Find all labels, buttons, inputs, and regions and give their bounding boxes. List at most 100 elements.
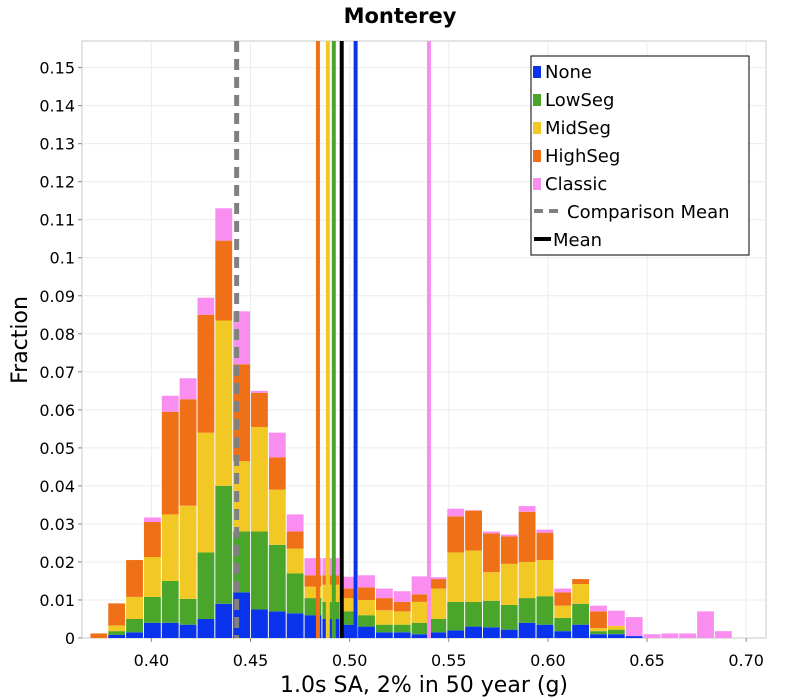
bar-highseg bbox=[482, 533, 500, 573]
bar-midseg bbox=[161, 514, 179, 581]
bar-lowseg bbox=[554, 617, 572, 632]
y-tick-label: 0.04 bbox=[39, 477, 75, 496]
bar-classic bbox=[590, 605, 607, 612]
bar-midseg bbox=[286, 548, 304, 574]
y-tick-label: 0.06 bbox=[39, 401, 75, 420]
legend-swatch bbox=[533, 178, 541, 190]
bar-classic bbox=[554, 588, 572, 593]
bar-classic bbox=[625, 617, 643, 637]
bar-classic bbox=[143, 517, 161, 523]
bar-none bbox=[179, 624, 197, 638]
y-tick-label: 0.05 bbox=[39, 439, 75, 458]
bar-none bbox=[429, 632, 447, 638]
bar-none bbox=[143, 622, 161, 638]
bar-classic bbox=[251, 390, 268, 393]
bar-lowseg bbox=[572, 603, 590, 625]
x-tick-label: 0.65 bbox=[629, 651, 665, 670]
bar-lowseg bbox=[286, 573, 304, 614]
bar-classic bbox=[286, 514, 304, 532]
y-tick-label: 0.09 bbox=[39, 287, 75, 306]
bar-lowseg bbox=[322, 601, 340, 619]
bar-none bbox=[393, 632, 411, 638]
y-tick-label: 0.08 bbox=[39, 325, 75, 344]
bar-classic bbox=[482, 531, 500, 534]
x-tick-label: 0.60 bbox=[530, 651, 566, 670]
bar-classic bbox=[340, 576, 358, 589]
bar-classic bbox=[197, 297, 215, 315]
bar-classic bbox=[607, 610, 625, 626]
bar-none bbox=[536, 624, 554, 638]
bar-midseg bbox=[268, 489, 286, 545]
legend-swatch bbox=[533, 66, 541, 78]
bar-highseg bbox=[215, 240, 233, 321]
bar-classic bbox=[161, 395, 179, 412]
bar-classic bbox=[536, 529, 554, 533]
bar-midseg bbox=[179, 505, 197, 599]
bar-none bbox=[518, 622, 536, 638]
x-tick-label: 0.55 bbox=[431, 651, 467, 670]
legend-label: Classic bbox=[545, 174, 607, 195]
legend-label: LowSeg bbox=[545, 90, 614, 111]
bar-highseg bbox=[411, 594, 429, 602]
bar-midseg bbox=[304, 586, 322, 599]
bar-classic bbox=[268, 432, 286, 458]
bar-midseg bbox=[518, 561, 536, 599]
bar-classic bbox=[697, 611, 714, 638]
bar-lowseg bbox=[215, 485, 233, 604]
bar-classic bbox=[518, 506, 536, 512]
bar-midseg bbox=[447, 552, 465, 602]
legend-swatch bbox=[533, 94, 541, 106]
bar-none bbox=[465, 626, 482, 638]
bar-midseg bbox=[590, 628, 607, 632]
bar-classic bbox=[322, 558, 340, 576]
bar-none bbox=[625, 636, 643, 638]
bar-classic bbox=[447, 508, 465, 517]
bar-midseg bbox=[197, 432, 215, 553]
bar-highseg bbox=[251, 392, 268, 427]
y-tick-label: 0.1 bbox=[50, 249, 75, 268]
x-axis-ticks: 0.40 0.45 0.50 0.55 0.60 0.65 0.70 bbox=[134, 638, 764, 670]
bar-none bbox=[572, 624, 590, 638]
bar-lowseg bbox=[518, 598, 536, 623]
y-tick-label: 0.15 bbox=[39, 59, 75, 78]
bar-lowseg bbox=[161, 580, 179, 623]
bar-none bbox=[108, 634, 126, 638]
bar-none bbox=[215, 603, 233, 638]
bar-lowseg bbox=[411, 622, 429, 635]
mean-lines bbox=[234, 41, 431, 638]
bar-midseg bbox=[482, 572, 500, 601]
bar-highseg bbox=[161, 411, 179, 515]
bar-classic bbox=[411, 576, 429, 595]
bar-classic bbox=[393, 591, 411, 602]
bar-none bbox=[322, 618, 340, 638]
bar-highseg bbox=[554, 592, 572, 606]
chart-title: Monterey bbox=[344, 4, 457, 28]
bar-highseg bbox=[393, 601, 411, 612]
bar-highseg bbox=[518, 511, 536, 562]
bar-midseg bbox=[411, 601, 429, 623]
legend-label: Comparison Mean bbox=[567, 202, 730, 223]
bar-classic bbox=[500, 534, 518, 537]
bar-classic bbox=[714, 631, 732, 638]
bar-classic bbox=[429, 577, 447, 580]
bar-midseg bbox=[251, 426, 268, 532]
bar-none bbox=[590, 634, 607, 638]
bar-midseg bbox=[143, 557, 161, 597]
bar-highseg bbox=[429, 579, 447, 589]
bar-none bbox=[447, 630, 465, 638]
bar-none bbox=[340, 624, 358, 638]
bar-lowseg bbox=[429, 618, 447, 633]
bar-midseg bbox=[108, 625, 126, 632]
bar-lowseg bbox=[143, 596, 161, 623]
bar-highseg bbox=[572, 579, 590, 585]
bar-midseg bbox=[607, 625, 625, 630]
bar-midseg bbox=[215, 320, 233, 486]
y-tick-label: 0.12 bbox=[39, 173, 75, 192]
legend-label: Mean bbox=[553, 230, 602, 251]
bar-midseg bbox=[572, 584, 590, 604]
bar-highseg bbox=[179, 399, 197, 506]
bar-none bbox=[411, 634, 429, 638]
bar-lowseg bbox=[251, 531, 268, 610]
bar-midseg bbox=[322, 584, 340, 602]
